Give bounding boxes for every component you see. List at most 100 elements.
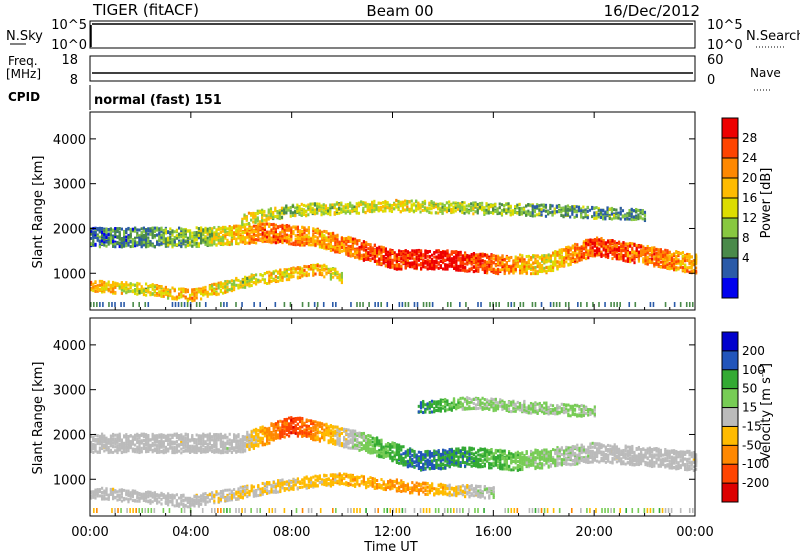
power-cell: [398, 265, 400, 268]
power-cell: [563, 261, 565, 264]
power-cell: [262, 274, 264, 277]
power-cell: [297, 241, 299, 244]
power-cell: [587, 239, 589, 242]
power-cell: [277, 276, 279, 279]
power-cell: [191, 232, 193, 235]
power-cell: [446, 265, 448, 268]
power-cell: [380, 262, 382, 265]
power-cell: [180, 239, 182, 242]
power-cell: [202, 239, 204, 242]
power-cell: [127, 235, 129, 238]
power-cell: [686, 266, 688, 269]
power-cell: [545, 215, 547, 218]
power-cell: [440, 260, 442, 263]
power-cell: [112, 236, 114, 239]
power-cell: [440, 264, 442, 267]
power-cell: [99, 229, 101, 232]
power-cell: [527, 204, 529, 207]
power-cell: [347, 237, 349, 240]
power-cell: [556, 265, 558, 268]
power-cell: [154, 286, 156, 289]
power-cell: [213, 241, 215, 244]
power-cell: [94, 290, 96, 293]
power-cell: [263, 219, 265, 222]
power-cell: [339, 248, 341, 251]
beam-title: Beam 00: [366, 2, 433, 20]
power-cell: [160, 228, 162, 231]
power-cell: [248, 212, 250, 215]
power-cell: [540, 204, 542, 207]
power-cell: [389, 252, 391, 255]
power-cell: [244, 277, 246, 280]
power-cell: [464, 269, 466, 272]
power-cell: [424, 207, 426, 210]
power-cell: [233, 232, 235, 235]
power-cell: [477, 255, 479, 258]
power-cell: [671, 253, 673, 256]
power-cell: [356, 202, 358, 205]
power-cell: [288, 227, 290, 230]
power-cell: [666, 251, 668, 254]
power-cell: [411, 253, 413, 256]
power-cell: [328, 238, 330, 241]
power-cell: [121, 228, 123, 231]
power-cell: [167, 230, 169, 233]
power-cell: [275, 279, 277, 282]
power-cell: [314, 264, 316, 267]
power-cell: [356, 256, 358, 259]
power-cell: [518, 203, 520, 206]
power-cell: [185, 240, 187, 243]
power-cell: [314, 235, 316, 238]
power-cell: [574, 246, 576, 249]
power-cell: [629, 245, 631, 248]
power-cell: [334, 234, 336, 237]
power-cell: [301, 271, 303, 274]
power-cell: [257, 225, 259, 228]
power-cell: [567, 204, 569, 207]
power-cell: [340, 211, 342, 214]
power-cell: [136, 293, 138, 296]
power-cell: [143, 236, 145, 239]
power-cell: [352, 247, 354, 250]
power-cell: [453, 250, 455, 253]
power-cell: [154, 227, 156, 230]
power-cell: [526, 268, 528, 271]
power-cell: [108, 288, 110, 291]
cpid-label: CPID: [8, 90, 40, 104]
power-cell: [112, 287, 114, 290]
power-cell: [468, 268, 470, 271]
power-cell: [473, 265, 475, 268]
power-cell: [565, 257, 567, 260]
power-cell: [378, 202, 380, 205]
power-cell: [416, 261, 418, 264]
power-cell: [614, 244, 616, 247]
power-cell: [160, 242, 162, 245]
power-cell: [587, 256, 589, 259]
power-cell: [376, 249, 378, 252]
power-cell: [356, 251, 358, 254]
power-cell: [187, 241, 189, 244]
power-cell: [303, 232, 305, 235]
power-cell: [136, 241, 138, 244]
power-cell: [594, 238, 596, 241]
power-cell: [545, 254, 547, 257]
power-cell: [647, 256, 649, 259]
power-cell: [193, 243, 195, 246]
power-cell: [391, 262, 393, 265]
nsky-label: N.Sky: [6, 29, 43, 44]
power-cell: [272, 211, 274, 214]
power-cell: [196, 242, 198, 245]
power-cell: [268, 239, 270, 242]
power-cell: [121, 244, 123, 247]
power-cell: [108, 284, 110, 287]
power-cell: [389, 261, 391, 264]
power-cell: [647, 259, 649, 262]
power-cell: [675, 260, 677, 263]
power-cell: [396, 257, 398, 260]
power-cell: [211, 293, 213, 296]
power-cell: [515, 265, 517, 268]
power-cell: [347, 210, 349, 213]
power-cell: [281, 224, 283, 227]
power-cell: [507, 202, 509, 205]
power-cell: [477, 257, 479, 260]
